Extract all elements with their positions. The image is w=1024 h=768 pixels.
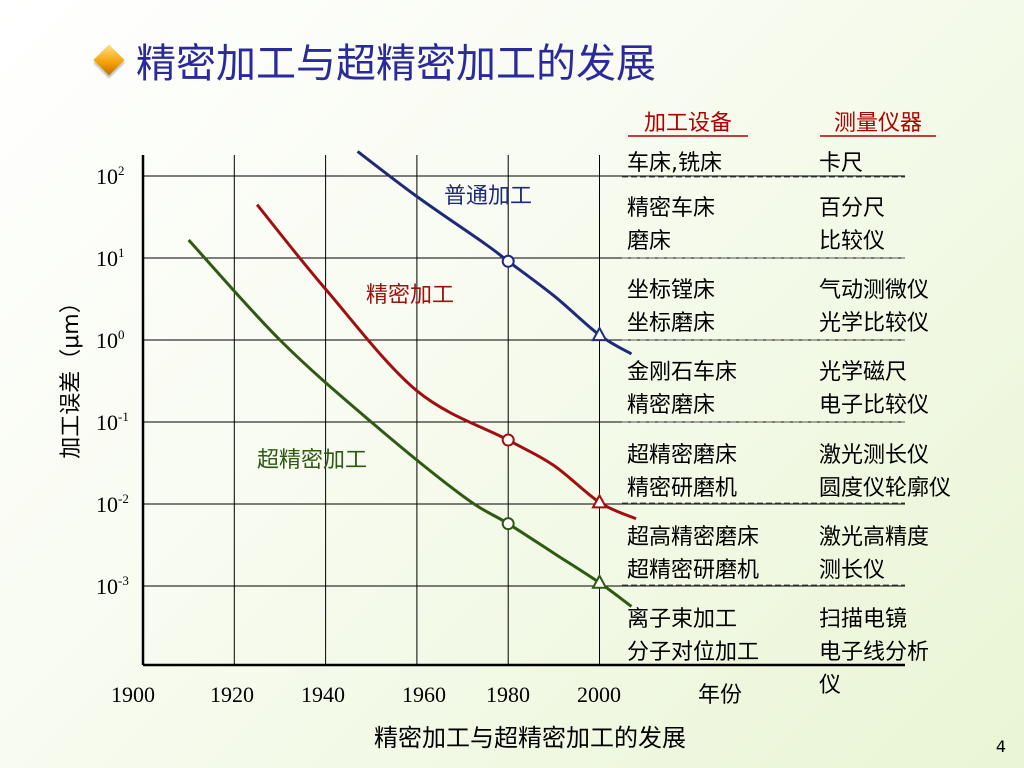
- instrument-cell: 激光测长仪: [819, 443, 929, 468]
- instrument-cell: 气动测微仪: [819, 278, 929, 303]
- series-line: [356, 150, 633, 356]
- table-header-instrument: 测量仪器: [834, 111, 922, 136]
- figure-caption: 精密加工与超精密加工的发展: [374, 724, 686, 752]
- equipment-cell: 分子对位加工: [627, 640, 759, 665]
- instrument-cell: 光学比较仪: [819, 311, 929, 336]
- equipment-cell: 离子束加工: [627, 607, 737, 632]
- x-axis-label: 年份: [698, 683, 742, 708]
- slide-title: 精密加工与超精密加工的发展: [93, 30, 656, 90]
- y-tick-label: 10-2: [96, 491, 129, 517]
- y-axis-label: 加工误差（μm）: [59, 291, 84, 458]
- series-label: 超精密加工: [257, 448, 367, 473]
- instrument-cell: 激光高精度: [819, 525, 929, 550]
- instrument-cell: 电子比较仪: [819, 393, 929, 418]
- y-tick-label: 100: [96, 327, 125, 353]
- instrument-cell: 比较仪: [819, 229, 885, 254]
- slide-title-text: 精密加工与超精密加工的发展: [136, 41, 656, 87]
- chart-axes: [141, 155, 905, 667]
- data-point-triangle: [591, 325, 608, 342]
- instrument-cell: 光学磁尺: [819, 360, 907, 385]
- data-point-circle: [501, 254, 515, 268]
- series-line: [187, 238, 633, 608]
- equipment-cell: 坐标磨床: [627, 311, 715, 336]
- equipment-cell: 精密研磨机: [627, 476, 737, 501]
- equipment-cell: 金刚石车床: [627, 360, 737, 385]
- x-tick-label: 1980: [486, 682, 530, 707]
- equipment-cell: 车床,铣床: [627, 151, 722, 176]
- equipment-cell: 超高精密磨床: [627, 525, 759, 550]
- table-header-equipment: 加工设备: [644, 111, 732, 136]
- instrument-cell: 测长仪: [819, 558, 885, 583]
- page-number: 4: [996, 737, 1006, 756]
- instrument-cell: 卡尺: [819, 151, 863, 176]
- equipment-cell: 精密车床: [627, 196, 715, 221]
- x-tick-label: 1920: [210, 682, 254, 707]
- equipment-cell: 磨床: [627, 229, 671, 254]
- instrument-cell: 电子线分析: [819, 640, 929, 665]
- x-tick-label: 2000: [577, 682, 621, 707]
- y-tick-label: 10-1: [96, 409, 129, 435]
- data-point-triangle: [591, 493, 608, 509]
- x-tick-label: 1960: [402, 682, 446, 707]
- equipment-cell: 坐标镗床: [627, 278, 715, 303]
- chart-grid: [143, 155, 905, 665]
- series-label: 精密加工: [366, 283, 454, 308]
- y-tick-label: 10-3: [96, 573, 129, 599]
- instrument-cell: 扫描电镜: [819, 607, 907, 632]
- data-point-circle: [501, 433, 515, 447]
- instrument-cell: 百分尺: [819, 196, 885, 221]
- equipment-cell: 超精密研磨机: [627, 558, 759, 583]
- instrument-cell: 仪: [819, 673, 841, 698]
- series-label: 普通加工: [444, 184, 532, 209]
- equipment-cell: 超精密磨床: [627, 443, 737, 468]
- data-point-circle: [501, 517, 515, 531]
- chart-ticks: 1900 1920 1940 1960 1980 2000 102 101 100 10-1 10-…: [96, 163, 621, 707]
- instrument-cell: 圆度仪轮廓仪: [819, 476, 951, 501]
- data-point-triangle: [591, 573, 608, 589]
- y-tick-label: 101: [96, 245, 125, 271]
- chart-series: [187, 150, 637, 608]
- equipment-cell: 精密磨床: [627, 393, 715, 418]
- y-tick-label: 102: [96, 163, 125, 189]
- x-tick-label: 1900: [111, 682, 155, 707]
- x-tick-label: 1940: [301, 682, 345, 707]
